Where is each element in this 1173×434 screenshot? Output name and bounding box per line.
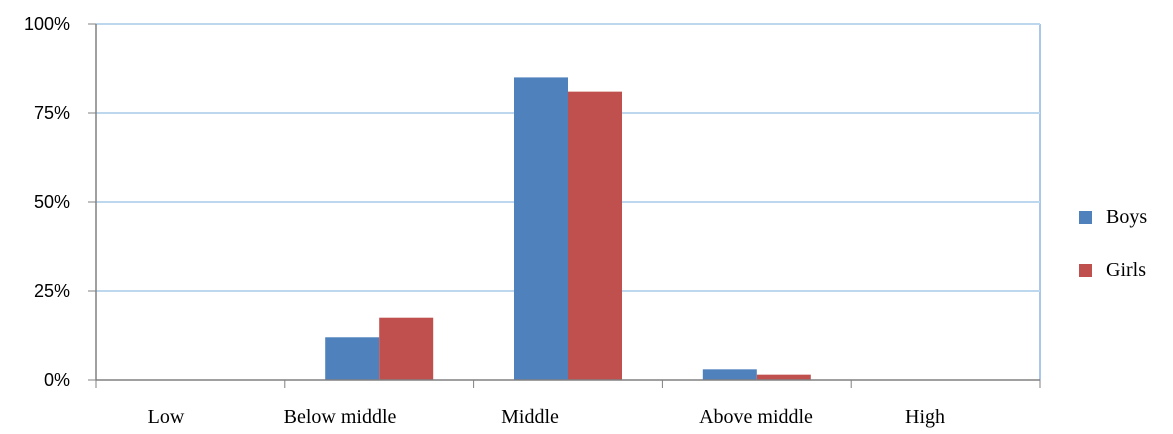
x-tick-label: Low <box>148 406 185 428</box>
bars <box>325 77 811 381</box>
y-tick-label: 0% <box>44 370 70 390</box>
y-tick-label: 75% <box>34 103 70 123</box>
x-tick-labels: Low Below middle Middle Above middle High <box>148 406 945 428</box>
bar-boys-2 <box>514 77 568 381</box>
bar-girls-1 <box>379 317 434 380</box>
x-tick-label: High <box>905 406 945 428</box>
legend-label-girls: Girls <box>1106 259 1146 281</box>
x-tick-label: Above middle <box>699 406 813 428</box>
bar-boys-3 <box>702 369 757 380</box>
y-tick-label: 25% <box>34 281 70 301</box>
bar-boys-1 <box>325 337 380 380</box>
legend-label-boys: Boys <box>1106 206 1147 228</box>
y-tick-label: 50% <box>34 192 70 212</box>
y-tick-labels: 0% 25% 50% 75% 100% <box>24 14 70 390</box>
bar-girls-2 <box>568 91 622 380</box>
legend-swatch-girls <box>1079 264 1092 277</box>
x-tick-label: Middle <box>501 406 559 428</box>
legend: Boys Girls <box>1079 206 1147 281</box>
bar-girls-3 <box>756 374 811 380</box>
axes <box>88 23 1041 388</box>
legend-swatch-boys <box>1079 211 1092 224</box>
y-tick-label: 100% <box>24 14 70 34</box>
x-tick-label: Below middle <box>284 406 397 428</box>
